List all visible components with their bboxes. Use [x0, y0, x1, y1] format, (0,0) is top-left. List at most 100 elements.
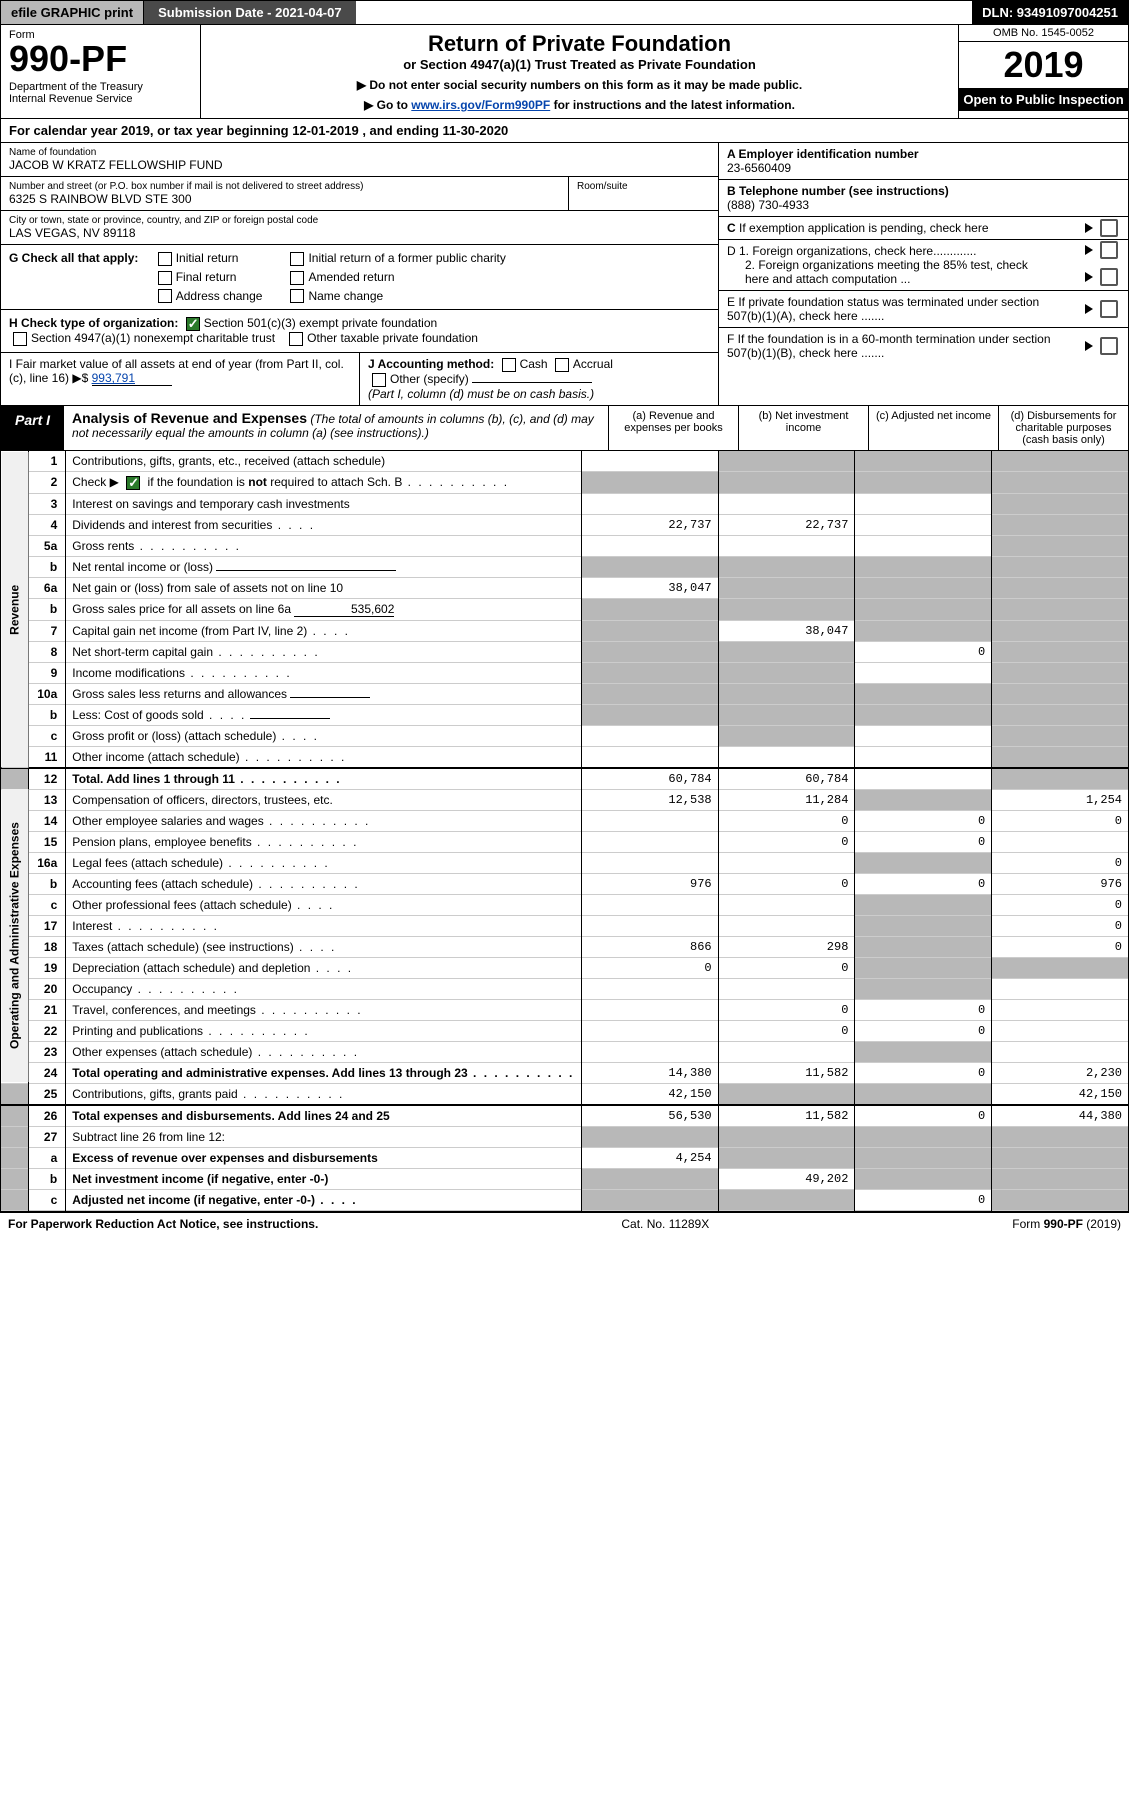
chk-f[interactable]: [1100, 337, 1118, 355]
table-row: b Less: Cost of goods sold: [1, 704, 1129, 725]
tri-icon: [1085, 223, 1093, 233]
line-desc: Total. Add lines 1 through 11: [66, 768, 582, 790]
amt: 298: [718, 936, 855, 957]
table-row: c Adjusted net income (if negative, ente…: [1, 1189, 1129, 1210]
chk-d1[interactable]: [1100, 241, 1118, 259]
info-right: A Employer identification number 23-6560…: [718, 143, 1128, 405]
amt: 22,737: [718, 514, 855, 535]
j-label: J Accounting method:: [368, 357, 494, 371]
footer-right: Form 990-PF (2019): [1012, 1217, 1121, 1231]
r21-d: Travel, conferences, and meetings: [72, 1003, 256, 1017]
line-num: 20: [29, 978, 66, 999]
r18-d: Taxes (attach schedule) (see instruction…: [72, 940, 293, 954]
table-row: 25 Contributions, gifts, grants paid 42,…: [1, 1083, 1129, 1105]
chk-final-return[interactable]: [158, 271, 172, 285]
chk-initial-former[interactable]: [290, 252, 304, 266]
line-num: 3: [29, 493, 66, 514]
chk-e[interactable]: [1100, 300, 1118, 318]
line-desc: Gross profit or (loss) (attach schedule): [66, 725, 582, 746]
g-opt-2: Final return: [176, 270, 237, 284]
form-link[interactable]: www.irs.gov/Form990PF: [411, 98, 550, 112]
line-num: 22: [29, 1020, 66, 1041]
table-row: 11 Other income (attach schedule): [1, 746, 1129, 768]
table-row: b Accounting fees (attach schedule) 976 …: [1, 873, 1129, 894]
line-desc: Dividends and interest from securities: [66, 514, 582, 535]
omb-number: OMB No. 1545-0052: [959, 25, 1128, 42]
chk-initial-return[interactable]: [158, 252, 172, 266]
chk-accrual[interactable]: [555, 358, 569, 372]
line-num: a: [29, 1147, 66, 1168]
chk-d2[interactable]: [1100, 268, 1118, 286]
r6b-d: Gross sales price for all assets on line…: [72, 602, 291, 616]
line-num: 6a: [29, 577, 66, 598]
j-note: (Part I, column (d) must be on cash basi…: [368, 387, 594, 401]
amt: 0: [992, 852, 1129, 873]
amt: 0: [855, 810, 992, 831]
line-desc: Pension plans, employee benefits: [66, 831, 582, 852]
chk-amended-return[interactable]: [290, 271, 304, 285]
city-cell: City or town, state or province, country…: [1, 211, 718, 245]
name-label: Name of foundation: [9, 147, 710, 158]
table-row: 24 Total operating and administrative ex…: [1, 1062, 1129, 1083]
line-num: 13: [29, 789, 66, 810]
chk-other-taxable[interactable]: [289, 332, 303, 346]
room-suite: Room/suite: [568, 177, 718, 210]
chk-other-method[interactable]: [372, 373, 386, 387]
g-checks: G Check all that apply: Initial return I…: [1, 245, 718, 310]
line-desc: Excess of revenue over expenses and disb…: [66, 1147, 582, 1168]
i-value[interactable]: 993,791: [92, 371, 172, 386]
table-row: 18 Taxes (attach schedule) (see instruct…: [1, 936, 1129, 957]
i-label: I Fair market value of all assets at end…: [9, 357, 344, 385]
table-row: 21 Travel, conferences, and meetings 0 0: [1, 999, 1129, 1020]
foundation-name-cell: Name of foundation JACOB W KRATZ FELLOWS…: [1, 143, 718, 177]
chk-c[interactable]: [1100, 219, 1118, 237]
expenses-side-label: Operating and Administrative Expenses: [1, 789, 29, 1083]
department: Department of the TreasuryInternal Reven…: [9, 81, 192, 105]
g-opt-1: Initial return of a former public charit…: [308, 251, 505, 265]
foundation-name: JACOB W KRATZ FELLOWSHIP FUND: [9, 158, 710, 172]
d2: 2. Foreign organizations meeting the 85%…: [727, 258, 1047, 286]
part1-tag: Part I: [1, 406, 64, 450]
chk-cash[interactable]: [502, 358, 516, 372]
chk-4947[interactable]: [13, 332, 27, 346]
line-desc: Occupancy: [66, 978, 582, 999]
efile-print-button[interactable]: efile GRAPHIC print: [1, 1, 144, 24]
d-cell: D 1. Foreign organizations, check here..…: [719, 240, 1128, 291]
part1-header: Part I Analysis of Revenue and Expenses …: [0, 406, 1129, 451]
line-desc: Net gain or (loss) from sale of assets n…: [66, 577, 582, 598]
line-desc: Contributions, gifts, grants paid: [66, 1083, 582, 1105]
r12-d: Total. Add lines 1 through 11: [72, 772, 235, 786]
amt: 14,380: [581, 1062, 718, 1083]
r2-post: if the foundation is: [144, 475, 248, 489]
r24-d: Total operating and administrative expen…: [72, 1066, 467, 1080]
line-num: 10a: [29, 683, 66, 704]
line-desc: Other income (attach schedule): [66, 746, 582, 768]
table-row: b Net investment income (if negative, en…: [1, 1168, 1129, 1189]
j-accr: Accrual: [573, 357, 613, 371]
chk-name-change[interactable]: [290, 289, 304, 303]
chk-schb[interactable]: [126, 476, 140, 490]
amt: 44,380: [992, 1105, 1129, 1127]
amt: 0: [718, 831, 855, 852]
chk-address-change[interactable]: [158, 289, 172, 303]
chk-501c3[interactable]: [186, 317, 200, 331]
tel-label: B Telephone number (see instructions): [727, 184, 949, 198]
line-desc: Total operating and administrative expen…: [66, 1062, 582, 1083]
amt: 866: [581, 936, 718, 957]
r19-d: Depreciation (attach schedule) and deple…: [72, 961, 310, 975]
amt: 11,582: [718, 1105, 855, 1127]
dln: DLN: 93491097004251: [972, 1, 1128, 24]
amt: 976: [581, 873, 718, 894]
col-a-hdr: (a) Revenue and expenses per books: [608, 406, 738, 450]
form-note-1: ▶ Do not enter social security numbers o…: [211, 78, 948, 92]
table-row: 3 Interest on savings and temporary cash…: [1, 493, 1129, 514]
line-num: 19: [29, 957, 66, 978]
table-row: 9 Income modifications: [1, 662, 1129, 683]
r2-bold: not: [248, 475, 267, 489]
h-4947: Section 4947(a)(1) nonexempt charitable …: [31, 331, 275, 345]
col-c-hdr: (c) Adjusted net income: [868, 406, 998, 450]
h-other: Other taxable private foundation: [307, 331, 478, 345]
g-label: G Check all that apply:: [9, 251, 138, 265]
amt: 0: [581, 957, 718, 978]
r20-d: Occupancy: [72, 982, 132, 996]
